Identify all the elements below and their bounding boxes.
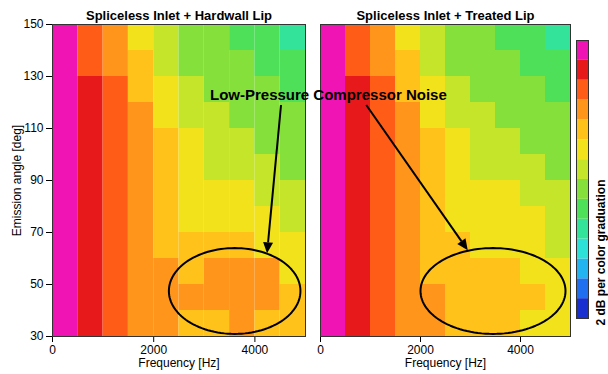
svg-text:4000: 4000 (242, 343, 269, 357)
html-text:Low-Pressure Compressor Noise: Low-Pressure Compressor Noise (210, 86, 447, 103)
svg-text:2000: 2000 (407, 343, 434, 357)
svg-text:0: 0 (49, 343, 56, 357)
svg-text:30: 30 (30, 329, 44, 343)
svg-text:90: 90 (30, 173, 44, 187)
svg-text:Frequency [Hz]: Frequency [Hz] (138, 356, 219, 370)
svg-text:Frequency [Hz]: Frequency [Hz] (405, 356, 486, 370)
svg-text:2000: 2000 (140, 343, 168, 357)
svg-text:50: 50 (30, 277, 44, 291)
svg-text:4000: 4000 (507, 343, 534, 357)
svg-text:130: 130 (23, 69, 43, 83)
svg-text:0: 0 (317, 343, 324, 357)
svg-text:2 dB per color graduation: 2 dB per color graduation (594, 180, 608, 326)
svg-text:Spliceless Inlet + Treated Lip: Spliceless Inlet + Treated Lip (356, 8, 534, 23)
svg-text:Spliceless Inlet + Hardwall Li: Spliceless Inlet + Hardwall Lip (86, 8, 272, 23)
svg-text:110: 110 (24, 121, 43, 135)
svg-text:70: 70 (30, 225, 44, 239)
svg-text:150: 150 (23, 17, 43, 31)
svg-text:Emission angle [deg]: Emission angle [deg] (10, 125, 24, 236)
